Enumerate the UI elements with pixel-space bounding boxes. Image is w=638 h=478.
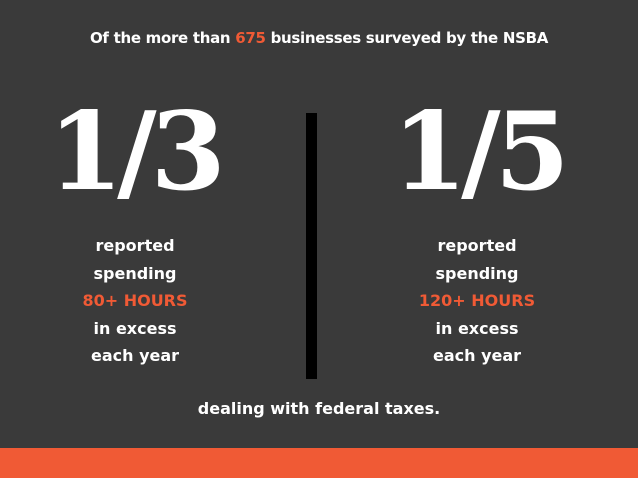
right-stat-line-year: each year (432, 346, 522, 365)
left-fraction: 1/3 (48, 89, 226, 215)
vertical-divider (306, 113, 317, 379)
left-stat-line-reported: reported (95, 236, 175, 255)
left-stat-line-spending: spending (93, 263, 177, 283)
footer-text: dealing with federal taxes. (197, 399, 441, 418)
left-stat-line-year: each year (90, 346, 180, 365)
headline-prefix: Of the more than (89, 29, 236, 47)
bottom-accent-bar (0, 448, 638, 478)
right-stat-hours: 120+ HOURS (418, 291, 536, 310)
right-stat-line-excess: in excess (435, 318, 519, 338)
headline: Of the more than 675 businesses surveyed… (0, 29, 638, 47)
left-stat-line-excess: in excess (93, 318, 177, 338)
left-stat-hours: 80+ HOURS (82, 291, 188, 310)
headline-suffix: businesses surveyed by the NSBA (265, 29, 549, 47)
left-stat-text: reported spending 80+ HOURS in excess ea… (35, 232, 235, 370)
right-stat-text: reported spending 120+ HOURS in excess e… (377, 232, 577, 370)
headline-number: 675 (235, 29, 266, 47)
right-stat-line-spending: spending (435, 263, 519, 283)
right-fraction: 1/5 (392, 89, 570, 215)
right-stat-line-reported: reported (437, 236, 517, 255)
